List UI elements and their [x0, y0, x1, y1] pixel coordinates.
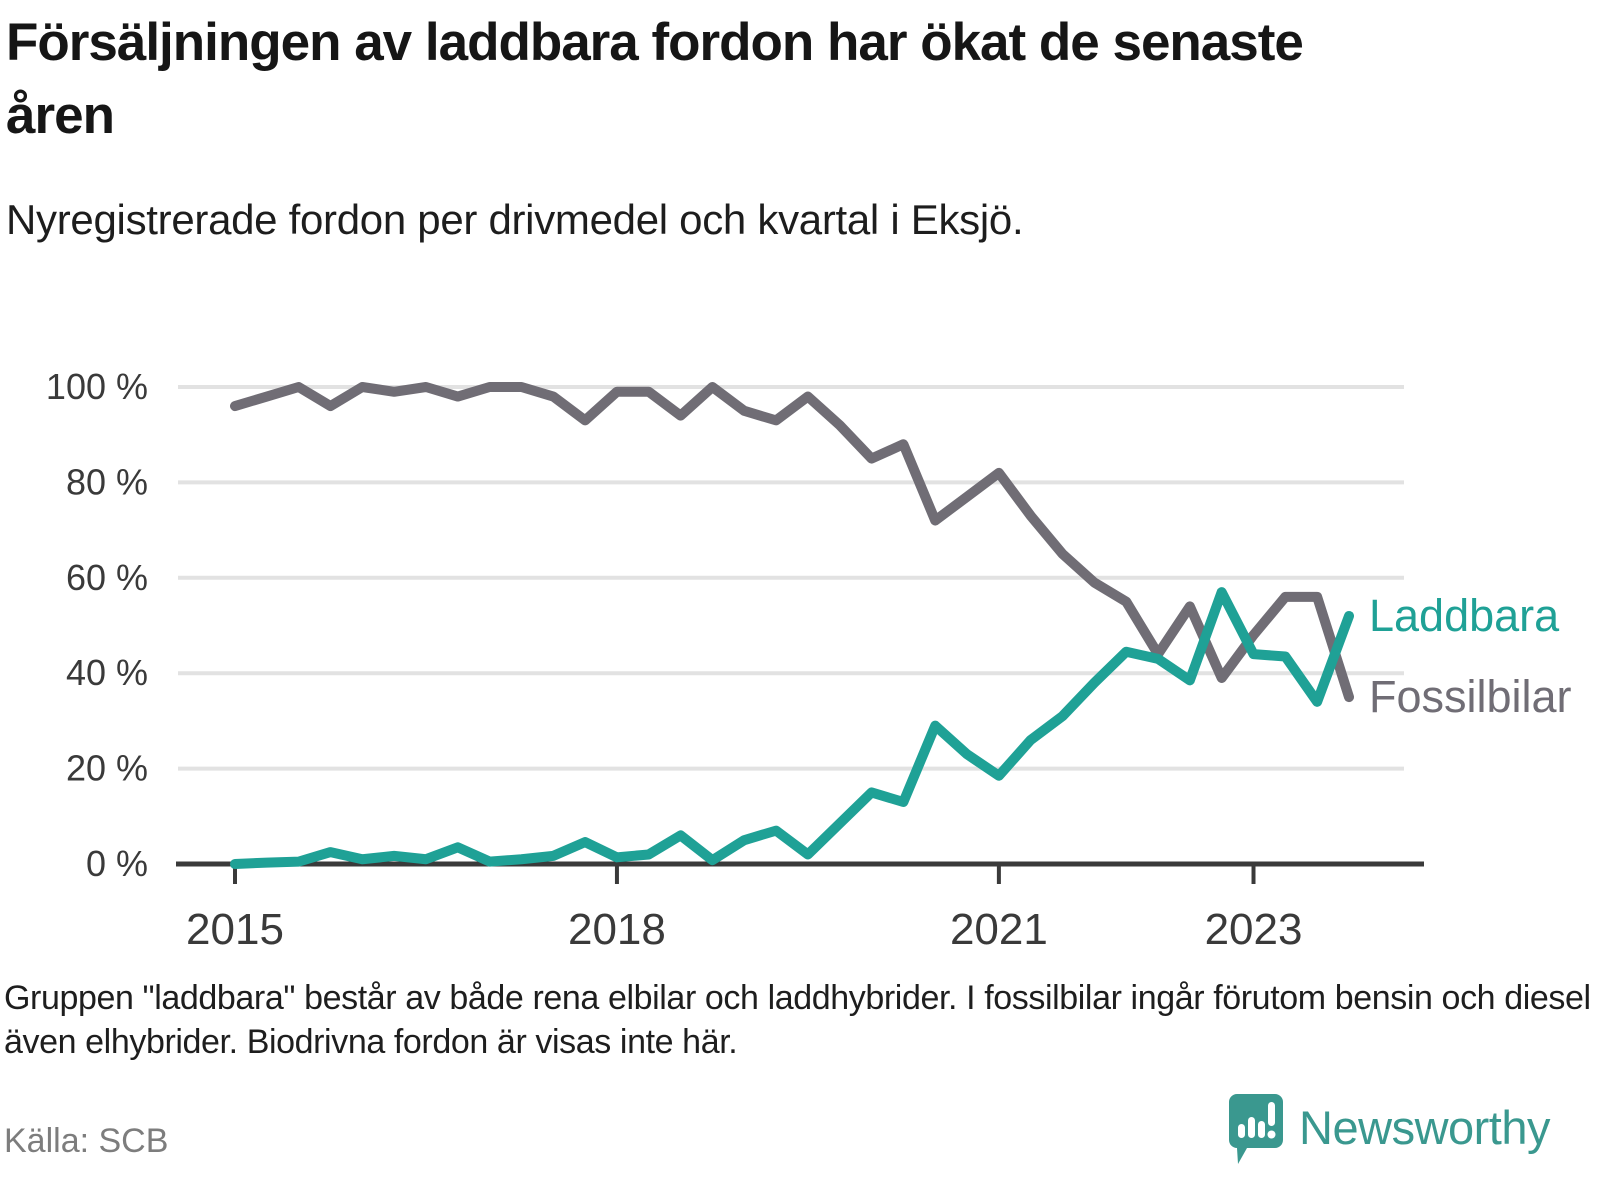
newsworthy-wordmark: Newsworthy [1299, 1101, 1550, 1154]
x-tick-label: 2015 [186, 905, 284, 954]
y-tick-label: 0 % [86, 843, 148, 884]
source-label: Källa: SCB [4, 1122, 169, 1160]
y-tick-label: 40 % [66, 652, 148, 693]
x-tick-label: 2023 [1205, 905, 1303, 954]
y-tick-label: 60 % [66, 557, 148, 598]
chart-footnote: Gruppen "laddbara" består av både rena e… [4, 979, 1591, 1062]
newsworthy-pin-chart-icon [1229, 1094, 1284, 1164]
series-line-fossilbilar [230, 382, 1354, 703]
y-axis-labels: 0 % 20 % 40 % 60 % 80 % 100 % [46, 366, 148, 884]
y-tick-label: 20 % [66, 748, 148, 789]
legend-label-fossilbilar: Fossilbilar [1369, 671, 1572, 722]
series-line-laddbara [230, 587, 1354, 869]
y-tick-label: 100 % [46, 366, 148, 407]
x-tick-label: 2018 [568, 905, 666, 954]
legend-label-laddbara: Laddbara [1369, 590, 1560, 641]
newsworthy-logo: Newsworthy [1227, 1092, 1550, 1172]
x-tick-label: 2021 [950, 905, 1048, 954]
y-tick-label: 80 % [66, 461, 148, 502]
page-title: Försäljningen av laddbara fordon har öka… [6, 13, 1304, 146]
x-axis-ticks [233, 866, 1256, 884]
x-axis-labels: 2015 2018 2021 2023 [186, 905, 1302, 954]
page-subtitle: Nyregistrerade fordon per drivmedel och … [6, 196, 1024, 243]
y-gridlines [178, 385, 1404, 771]
